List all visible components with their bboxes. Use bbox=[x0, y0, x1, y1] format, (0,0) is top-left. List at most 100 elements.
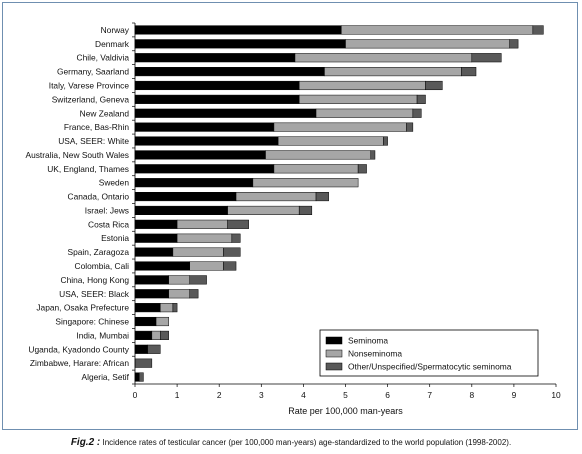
bar-segment-17-1 bbox=[189, 261, 224, 271]
bar-segment-7-1 bbox=[273, 122, 407, 132]
category-label: Singapore: Chinese bbox=[55, 317, 129, 327]
bar-segment-12-0 bbox=[134, 192, 237, 202]
legend-box bbox=[319, 329, 539, 377]
category-label: UK, England, Thames bbox=[47, 164, 129, 174]
bar-segment-1-0 bbox=[134, 39, 346, 49]
bar-segment-4-1 bbox=[298, 80, 426, 91]
bar-segment-18-2 bbox=[189, 275, 207, 285]
bar-segment-22-2 bbox=[160, 330, 169, 340]
bar-segment-20-1 bbox=[160, 303, 174, 313]
bar-segment-5-1 bbox=[298, 94, 418, 104]
category-label: Canada, Ontario bbox=[68, 192, 130, 202]
bar-segment-14-2 bbox=[227, 219, 249, 229]
bar-segment-15-1 bbox=[176, 233, 233, 243]
bar-segment-21-1 bbox=[155, 316, 169, 327]
bar-segment-2-0 bbox=[134, 53, 296, 63]
bar-segment-10-2 bbox=[357, 164, 367, 174]
category-label: Italy, Varese Province bbox=[49, 80, 130, 90]
legend-label: Nonseminoma bbox=[348, 349, 402, 359]
bar-segment-21-0 bbox=[134, 316, 157, 327]
bar-segment-10-0 bbox=[134, 164, 275, 174]
bar-segment-1-2 bbox=[509, 39, 519, 49]
bar-segment-20-2 bbox=[172, 303, 178, 313]
bar-segment-0-2 bbox=[532, 25, 544, 35]
bar-segment-11-0 bbox=[134, 178, 254, 188]
bar-segment-7-2 bbox=[406, 122, 414, 132]
bar-segment-19-2 bbox=[189, 289, 199, 299]
x-tick-label: 4 bbox=[301, 390, 306, 400]
bar-segment-17-2 bbox=[223, 261, 237, 271]
bar-segment-9-0 bbox=[134, 150, 266, 160]
caption-lead: Fig.2 : bbox=[70, 437, 101, 448]
category-label: USA, SEER: Black bbox=[59, 289, 130, 299]
axes-layer: Norway Denmark Chile, Valdivia Germany, Saa… bbox=[26, 22, 561, 400]
figure-frame bbox=[2, 2, 578, 430]
bar-layer bbox=[134, 25, 544, 382]
bar-segment-8-1 bbox=[277, 136, 384, 146]
category-label: Zimbabwe, Harare: African bbox=[30, 358, 129, 368]
bar-segment-24-2 bbox=[134, 358, 153, 368]
bar-segment-3-1 bbox=[324, 67, 462, 77]
category-label: Estonia bbox=[101, 233, 129, 243]
bar-segment-16-0 bbox=[134, 247, 174, 257]
bar-segment-8-2 bbox=[383, 136, 388, 146]
x-tick-label: 10 bbox=[551, 390, 561, 400]
x-axis-title: Rate per 100,000 man-years bbox=[288, 406, 403, 416]
category-label: Algeria, Setif bbox=[82, 372, 130, 382]
bar-segment-6-2 bbox=[412, 108, 422, 118]
x-tick-label: 1 bbox=[175, 390, 180, 400]
x-tick-label: 2 bbox=[217, 390, 222, 400]
bar-segment-4-0 bbox=[134, 80, 300, 91]
bar-segment-5-0 bbox=[134, 94, 300, 104]
category-label: Colombia, Cali bbox=[75, 261, 130, 271]
bar-segment-22-1 bbox=[151, 330, 161, 340]
bar-segment-6-1 bbox=[315, 108, 414, 118]
bar-segment-4-2 bbox=[425, 80, 443, 91]
bar-segment-19-1 bbox=[168, 289, 190, 299]
bar-segment-25-0 bbox=[134, 372, 140, 382]
bar-segment-8-0 bbox=[134, 136, 279, 146]
category-label: France, Bas-Rhin bbox=[64, 122, 130, 132]
bar-segment-18-1 bbox=[168, 275, 190, 285]
category-label: Denmark bbox=[95, 39, 130, 49]
category-label: China, Hong Kong bbox=[61, 275, 130, 285]
bar-segment-16-1 bbox=[172, 247, 224, 257]
bar-segment-12-1 bbox=[235, 192, 317, 202]
x-tick-label: 0 bbox=[133, 390, 138, 400]
category-label: Sweden bbox=[99, 178, 130, 188]
bar-segment-1-1 bbox=[345, 39, 510, 49]
legend: Seminoma Nonseminoma Other/Unspecified/Spe… bbox=[319, 329, 539, 377]
x-tick-label: 3 bbox=[259, 390, 264, 400]
bar-segment-17-0 bbox=[134, 261, 190, 271]
bar-segment-23-0 bbox=[134, 344, 148, 354]
legend-label: Seminoma bbox=[348, 336, 388, 346]
bar-segment-19-0 bbox=[134, 289, 169, 299]
category-label: Germany, Saarland bbox=[57, 67, 129, 77]
bar-segment-9-1 bbox=[265, 150, 372, 160]
legend-swatch bbox=[325, 336, 343, 345]
x-tick-label: 8 bbox=[469, 390, 474, 400]
category-label: USA, SEER: White bbox=[58, 136, 129, 146]
caption-text: Incidence rates of testicular cancer (pe… bbox=[100, 438, 512, 447]
bar-segment-2-2 bbox=[471, 53, 502, 63]
bar-segment-0-0 bbox=[134, 25, 342, 35]
bar-segment-23-2 bbox=[147, 344, 161, 354]
legend-swatch bbox=[325, 362, 343, 371]
bar-segment-9-2 bbox=[370, 150, 376, 160]
x-tick-label: 6 bbox=[385, 390, 390, 400]
bar-segment-0-1 bbox=[341, 25, 534, 35]
bar-segment-13-1 bbox=[227, 205, 300, 215]
stacked-bar-chart: Norway Denmark Chile, Valdivia Germany, Saa… bbox=[26, 22, 561, 416]
bar-segment-18-0 bbox=[134, 275, 169, 285]
legend-swatch bbox=[325, 349, 343, 358]
x-tick-label: 7 bbox=[427, 390, 432, 400]
category-label: Spain, Zaragoza bbox=[68, 247, 130, 257]
bar-segment-3-2 bbox=[461, 67, 477, 77]
bar-segment-12-2 bbox=[315, 192, 329, 202]
category-label: Norway bbox=[101, 25, 130, 35]
bar-segment-15-0 bbox=[134, 233, 178, 243]
bar-segment-25-2 bbox=[138, 372, 144, 382]
bar-segment-10-1 bbox=[273, 164, 359, 174]
bar-segment-16-2 bbox=[223, 247, 241, 257]
bar-segment-13-2 bbox=[298, 205, 313, 215]
